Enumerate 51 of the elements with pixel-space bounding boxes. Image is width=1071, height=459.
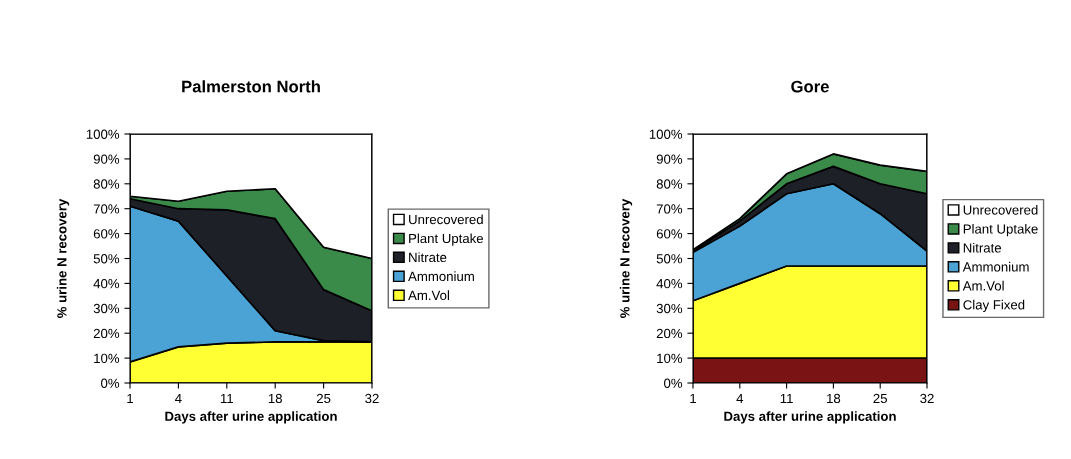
y-tick-label: 80%: [93, 179, 120, 189]
x-tick-label: 11: [780, 393, 793, 403]
legend-label: Am.Vol: [962, 280, 1004, 291]
legend-label: Ammonium: [408, 271, 474, 282]
y-tick-label: 70%: [93, 204, 120, 214]
y-tick-label: 20%: [93, 328, 120, 339]
y-tick-label: 100%: [649, 129, 683, 139]
y-tick-label: 70%: [656, 204, 683, 214]
y-axis-title: % urine N recovery: [619, 198, 633, 318]
y-tick-label: 10%: [94, 353, 120, 364]
x-tick-label: 11: [220, 393, 234, 403]
legend-label: Plant Uptake: [963, 223, 1038, 237]
y-tick-label: 40%: [656, 278, 683, 289]
x-tick-label: 32: [920, 393, 934, 404]
y-tick-label: 0%: [101, 378, 120, 388]
legend-label: Am.Vol: [408, 290, 449, 301]
y-tick-label: 100%: [86, 129, 120, 139]
x-tick-label: 1: [690, 393, 697, 403]
y-tick-label: 30%: [93, 303, 120, 314]
y-tick-label: 50%: [93, 254, 120, 264]
y-tick-label: 80%: [656, 179, 683, 189]
y-tick-label: 60%: [656, 229, 683, 239]
legend-label: Plant Uptake: [409, 233, 484, 246]
x-axis-title: Days after urine application: [165, 411, 337, 424]
x-tick-label: 1: [127, 393, 134, 403]
chart-title: Palmerston North: [182, 80, 320, 93]
y-tick-label: 0%: [664, 378, 683, 388]
legend-label: Nitrate: [963, 242, 1002, 253]
y-tick-label: 50%: [656, 254, 683, 264]
x-tick-label: 25: [316, 393, 331, 404]
legend-label: Ammonium: [962, 261, 1029, 272]
x-tick-label: 4: [736, 393, 744, 403]
x-tick-label: 4: [175, 393, 182, 403]
y-tick-label: 20%: [656, 328, 683, 339]
legend-label: Unrecovered: [963, 204, 1038, 215]
y-tick-label: 30%: [656, 303, 683, 314]
legend-label: Unrecovered: [409, 214, 483, 225]
y-tick-label: 10%: [657, 353, 683, 364]
y-tick-label: 90%: [93, 154, 120, 164]
x-tick-label: 18: [268, 393, 282, 404]
y-axis-title: % urine N recovery: [56, 198, 70, 318]
x-tick-label: 25: [873, 393, 887, 404]
x-axis-title: Days after urine application: [724, 411, 896, 424]
legend-label: Nitrate: [409, 252, 447, 263]
x-tick-label: 18: [827, 393, 841, 404]
x-tick-label: 32: [365, 393, 379, 404]
legend-label: Clay Fixed: [963, 299, 1025, 313]
y-tick-label: 60%: [93, 229, 120, 239]
chart-title: Gore: [791, 80, 829, 93]
y-tick-label: 40%: [93, 278, 120, 289]
y-tick-label: 90%: [656, 154, 683, 164]
